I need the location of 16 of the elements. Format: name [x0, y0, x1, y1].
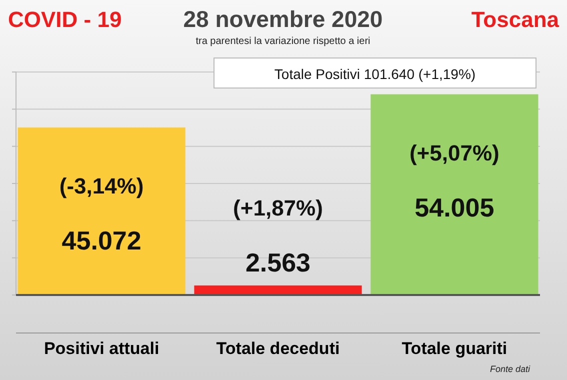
chart-subtitle: tra parentesi la variazione rispetto a ieri [196, 36, 370, 47]
data-label: 54.005 [414, 192, 494, 222]
annotation: (+5,07%) [409, 140, 500, 166]
data-label: 45.072 [62, 225, 142, 256]
text: Toscana [471, 7, 560, 32]
source-note: Fonte dati [490, 364, 531, 374]
annotation: Totale Positivi 101.640 (+1,19%) [274, 66, 476, 82]
info-box: Totale Positivi 101.640 (+1,19%) [214, 58, 536, 88]
chart-title: 28 novembre 2020 [183, 6, 383, 32]
text: COVID - 19 [8, 7, 122, 32]
x-tick-label: Positivi attuali [44, 339, 160, 358]
annotation: (-3,14%) [59, 173, 144, 198]
x-tick-label: Totale guariti [402, 339, 508, 358]
data-label: 2.563 [245, 247, 311, 278]
x-tick-label: Totale deceduti [216, 339, 340, 358]
annotation: (+1,87%) [233, 195, 323, 220]
